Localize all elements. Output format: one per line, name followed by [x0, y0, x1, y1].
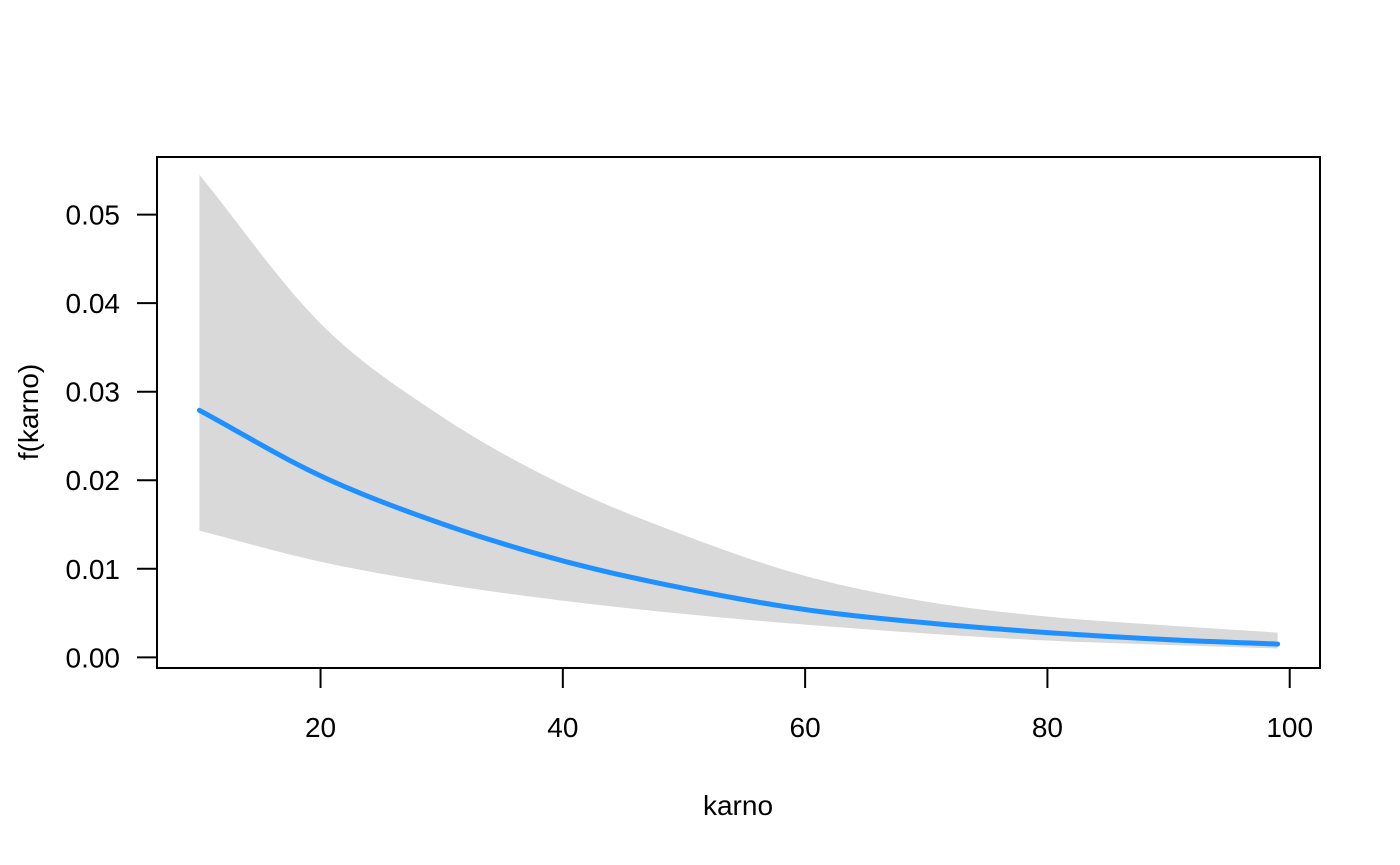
estimate-line-layer: [196, 407, 1281, 647]
y-axis: 0.00 0.01 0.02 0.03 0.04 0.05: [66, 200, 158, 673]
x-axis-label: karno: [703, 790, 773, 821]
y-tick-label: 0.02: [66, 465, 121, 496]
y-tick-label: 0.05: [66, 200, 121, 231]
y-axis-label: f(karno): [13, 364, 44, 460]
x-tick-label: 40: [547, 712, 578, 743]
confidence-band-layer: [199, 174, 1278, 649]
y-tick-label: 0.01: [66, 554, 121, 585]
y-tick-label: 0.00: [66, 642, 121, 673]
estimate-line: [196, 407, 1281, 647]
y-tick-label: 0.04: [66, 288, 121, 319]
x-tick-label: 20: [305, 712, 336, 743]
x-tick-label: 100: [1266, 712, 1313, 743]
x-tick-label: 80: [1032, 712, 1063, 743]
confidence-band: [199, 174, 1278, 649]
y-tick-label: 0.03: [66, 377, 121, 408]
x-tick-label: 60: [790, 712, 821, 743]
x-axis: 20 40 60 80 100: [305, 667, 1313, 743]
